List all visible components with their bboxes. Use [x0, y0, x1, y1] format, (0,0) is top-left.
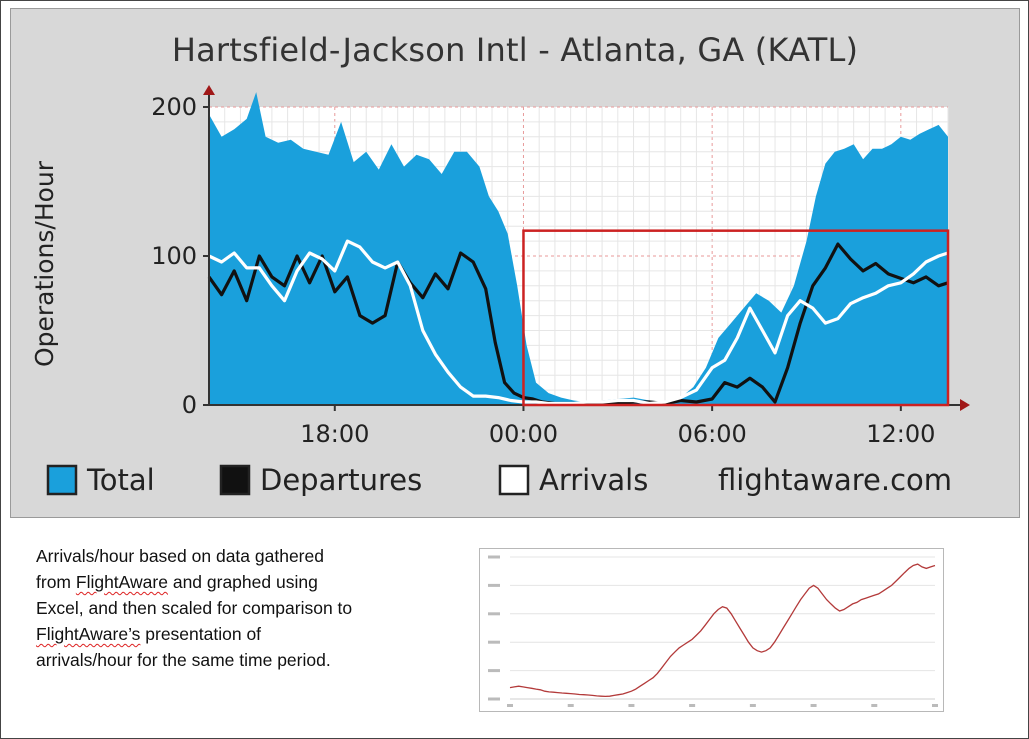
caption-line-2-start: from	[36, 572, 76, 592]
excel-tick-label	[567, 704, 574, 707]
excel-tick-label	[488, 612, 500, 616]
series-layer	[207, 92, 949, 406]
excel-tick-label	[810, 704, 817, 707]
caption-line-1: Arrivals/hour based on data gathered	[36, 546, 324, 566]
legend-total-swatch	[46, 464, 78, 496]
legend-source: flightaware.com	[718, 463, 952, 497]
y-axis-arrow	[203, 85, 215, 95]
excel-tick-label	[628, 704, 635, 707]
flightaware-chart: 18:00 00:00 06:00 12:00 0 100 200 Operations/H…	[30, 85, 970, 497]
x-tick-label: 06:00	[678, 420, 747, 448]
excel-tick-label	[488, 669, 500, 673]
caption-line-5: arrivals/hour for the same time period.	[36, 650, 331, 670]
flightaware-chart-panel: Hartsfield-Jackson Intl - Atlanta, GA (K…	[10, 8, 1020, 518]
excel-tick-label	[488, 640, 500, 644]
excel-tick-label	[488, 697, 500, 701]
caption-line-2-end: and graphed using	[167, 572, 318, 592]
excel-series	[509, 563, 936, 698]
excel-tick-label	[488, 583, 500, 587]
legend-departures-label: Departures	[260, 463, 422, 497]
caption-text: Arrivals/hour based on data gathered fro…	[36, 543, 456, 673]
series-arrivals-line	[208, 239, 949, 406]
y-tick-label: 0	[182, 391, 197, 419]
spellcheck-flagged-word: FlightAware	[75, 572, 168, 592]
legend-arrivals-label: Arrivals	[539, 463, 648, 497]
legend-total-label: Total	[86, 463, 155, 497]
legend-departures-swatch	[219, 464, 251, 496]
caption-line-3: Excel, and then scaled for comparison to	[36, 598, 353, 618]
excel-chart	[479, 548, 944, 712]
excel-tick-label	[488, 555, 500, 559]
excel-tick-label	[749, 704, 756, 707]
series-total-area	[209, 92, 948, 405]
y-tick-label: 200	[151, 93, 197, 121]
caption-line-4-end: presentation of	[140, 624, 262, 644]
excel-tick-label	[507, 704, 513, 707]
x-tick-label: 00:00	[489, 420, 558, 448]
highlight-layer	[522, 229, 950, 407]
excel-grid	[488, 555, 938, 707]
x-tick-label: 12:00	[866, 420, 935, 448]
legend: Total Departures Arrivals flightaware.co…	[46, 463, 952, 497]
highlight-box	[522, 229, 950, 407]
excel-tick-label	[689, 704, 696, 707]
spellcheck-flagged-word: FlightAware’s	[36, 624, 141, 644]
y-axis-label: Operations/Hour	[30, 160, 59, 367]
y-tick-label: 100	[151, 242, 197, 270]
x-axis-arrow	[960, 399, 970, 411]
caption-line-4: FlightAware’s presentation of	[36, 621, 456, 647]
tick-labels: 18:00 00:00 06:00 12:00 0 100 200	[151, 93, 935, 448]
excel-tick-label	[871, 704, 878, 707]
x-tick-label: 18:00	[300, 420, 369, 448]
excel-tick-label	[932, 704, 938, 707]
excel-arrivals-line	[509, 563, 936, 698]
caption-line-2: from FlightAware and graphed using	[36, 569, 456, 595]
chart-title: Hartsfield-Jackson Intl - Atlanta, GA (K…	[171, 31, 859, 69]
legend-arrivals-swatch	[498, 464, 530, 496]
